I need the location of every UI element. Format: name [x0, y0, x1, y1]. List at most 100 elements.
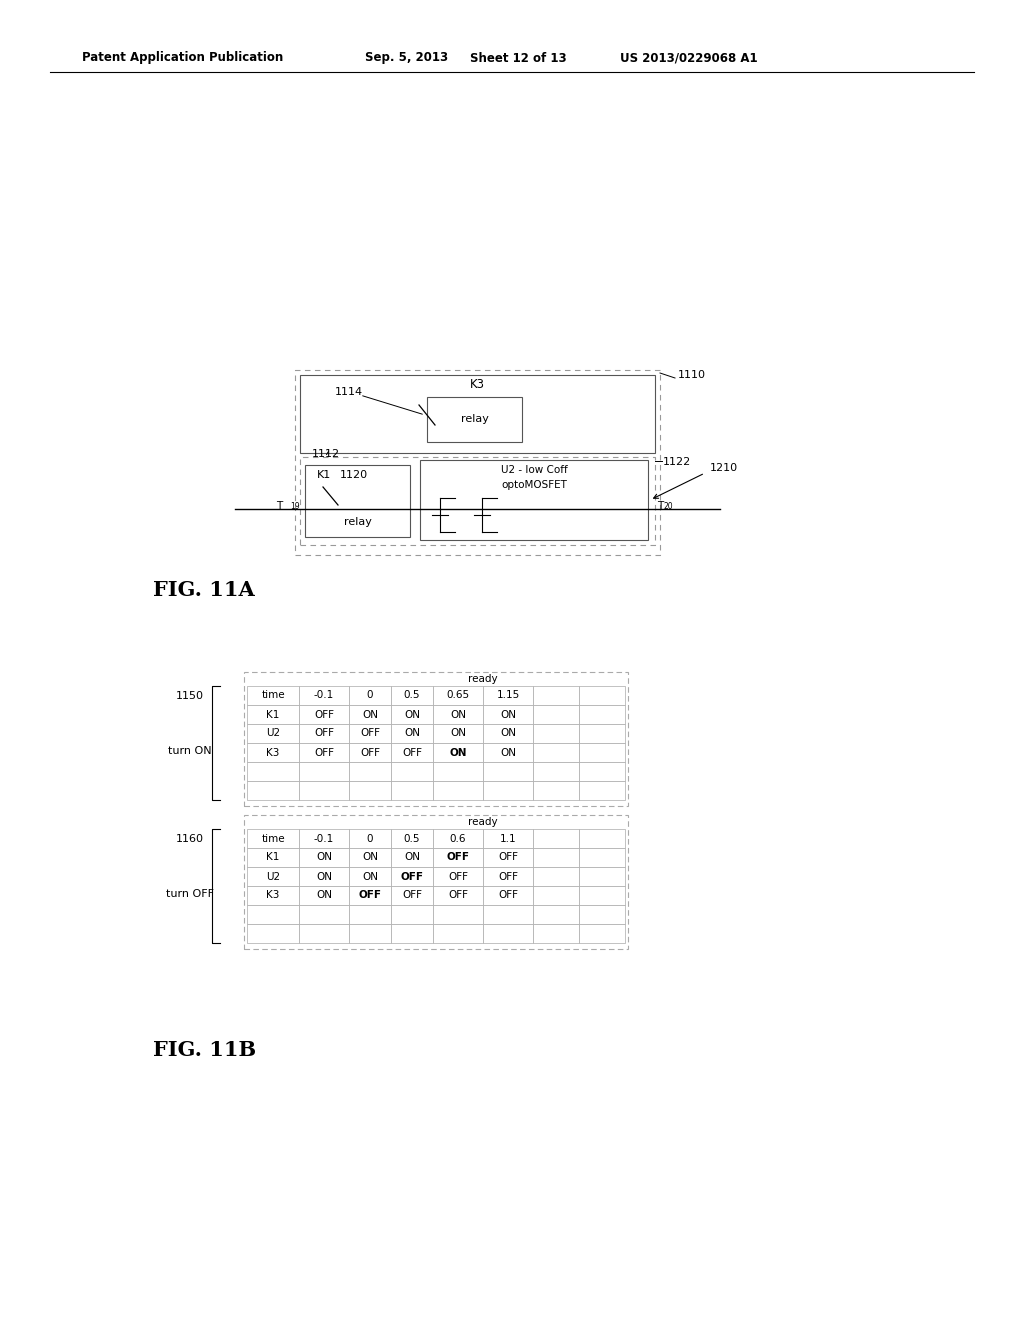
Bar — [299, 886, 349, 906]
Text: 0.5: 0.5 — [403, 833, 420, 843]
Text: T: T — [275, 502, 282, 511]
Bar — [420, 459, 648, 540]
Text: 20: 20 — [664, 502, 674, 511]
Bar — [349, 705, 391, 723]
Text: ON: ON — [450, 747, 467, 758]
Text: time: time — [261, 833, 285, 843]
Bar — [299, 781, 349, 800]
Text: ON: ON — [404, 729, 420, 738]
Bar — [433, 781, 483, 800]
Bar — [349, 829, 391, 847]
Text: 1114: 1114 — [335, 387, 364, 397]
Bar — [433, 705, 483, 723]
Bar — [247, 886, 299, 906]
Text: 1210: 1210 — [710, 463, 738, 473]
Bar — [391, 762, 433, 781]
Text: OFF: OFF — [449, 891, 468, 900]
Text: ON: ON — [500, 747, 516, 758]
Bar — [299, 743, 349, 762]
Bar — [299, 867, 349, 886]
Text: relay: relay — [344, 517, 372, 527]
Bar — [579, 723, 625, 743]
Bar — [433, 829, 483, 847]
Bar — [534, 829, 579, 847]
Bar — [391, 705, 433, 723]
Bar — [247, 829, 299, 847]
Text: 1110: 1110 — [678, 370, 706, 380]
Bar — [349, 867, 391, 886]
Text: ready: ready — [468, 817, 498, 828]
Text: OFF: OFF — [498, 891, 518, 900]
Text: US 2013/0229068 A1: US 2013/0229068 A1 — [620, 51, 758, 65]
Text: ON: ON — [316, 891, 332, 900]
Bar — [391, 924, 433, 942]
Text: 1122: 1122 — [663, 457, 691, 467]
Text: OFF: OFF — [402, 891, 422, 900]
Text: 0.6: 0.6 — [450, 833, 466, 843]
Bar — [247, 781, 299, 800]
Text: OFF: OFF — [449, 871, 468, 882]
Bar — [349, 762, 391, 781]
Bar — [579, 847, 625, 867]
Bar — [534, 723, 579, 743]
Text: 1150: 1150 — [176, 690, 204, 701]
Bar — [300, 457, 655, 545]
Text: K3: K3 — [470, 379, 485, 392]
Bar — [433, 886, 483, 906]
Text: ON: ON — [362, 853, 378, 862]
Bar — [299, 686, 349, 705]
Bar — [483, 924, 534, 942]
Bar — [579, 867, 625, 886]
Bar — [579, 886, 625, 906]
Bar — [349, 906, 391, 924]
Text: U2 - low Coff: U2 - low Coff — [501, 465, 567, 475]
Bar — [391, 867, 433, 886]
Text: OFF: OFF — [446, 853, 469, 862]
Text: 1.1: 1.1 — [500, 833, 516, 843]
Bar — [579, 829, 625, 847]
Bar — [534, 847, 579, 867]
Bar — [483, 906, 534, 924]
Bar — [483, 686, 534, 705]
Bar — [349, 686, 391, 705]
Bar — [349, 781, 391, 800]
Text: 0.65: 0.65 — [446, 690, 470, 701]
Bar — [483, 781, 534, 800]
Bar — [534, 686, 579, 705]
Text: -0.1: -0.1 — [314, 833, 334, 843]
Bar — [579, 781, 625, 800]
Bar — [391, 829, 433, 847]
Bar — [391, 906, 433, 924]
Text: OFF: OFF — [314, 710, 334, 719]
Text: Sheet 12 of 13: Sheet 12 of 13 — [470, 51, 566, 65]
Bar — [305, 465, 410, 537]
Bar — [534, 762, 579, 781]
Bar — [483, 867, 534, 886]
Bar — [579, 924, 625, 942]
Bar — [391, 723, 433, 743]
Text: Patent Application Publication: Patent Application Publication — [82, 51, 284, 65]
Bar — [349, 743, 391, 762]
Text: OFF: OFF — [360, 729, 380, 738]
Text: -0.1: -0.1 — [314, 690, 334, 701]
Text: ON: ON — [362, 710, 378, 719]
Bar — [247, 723, 299, 743]
Text: ready: ready — [468, 675, 498, 684]
Text: U2: U2 — [266, 729, 280, 738]
Bar — [247, 743, 299, 762]
Bar — [299, 829, 349, 847]
Bar — [534, 886, 579, 906]
Text: Sep. 5, 2013: Sep. 5, 2013 — [365, 51, 449, 65]
Text: 1160: 1160 — [176, 834, 204, 843]
Text: ON: ON — [450, 710, 466, 719]
Text: ON: ON — [404, 853, 420, 862]
Bar — [244, 814, 628, 949]
Text: OFF: OFF — [358, 891, 382, 900]
Bar — [483, 829, 534, 847]
Bar — [483, 886, 534, 906]
Text: ON: ON — [404, 710, 420, 719]
Bar — [433, 762, 483, 781]
Bar — [244, 672, 628, 807]
Text: OFF: OFF — [402, 747, 422, 758]
Text: OFF: OFF — [360, 747, 380, 758]
